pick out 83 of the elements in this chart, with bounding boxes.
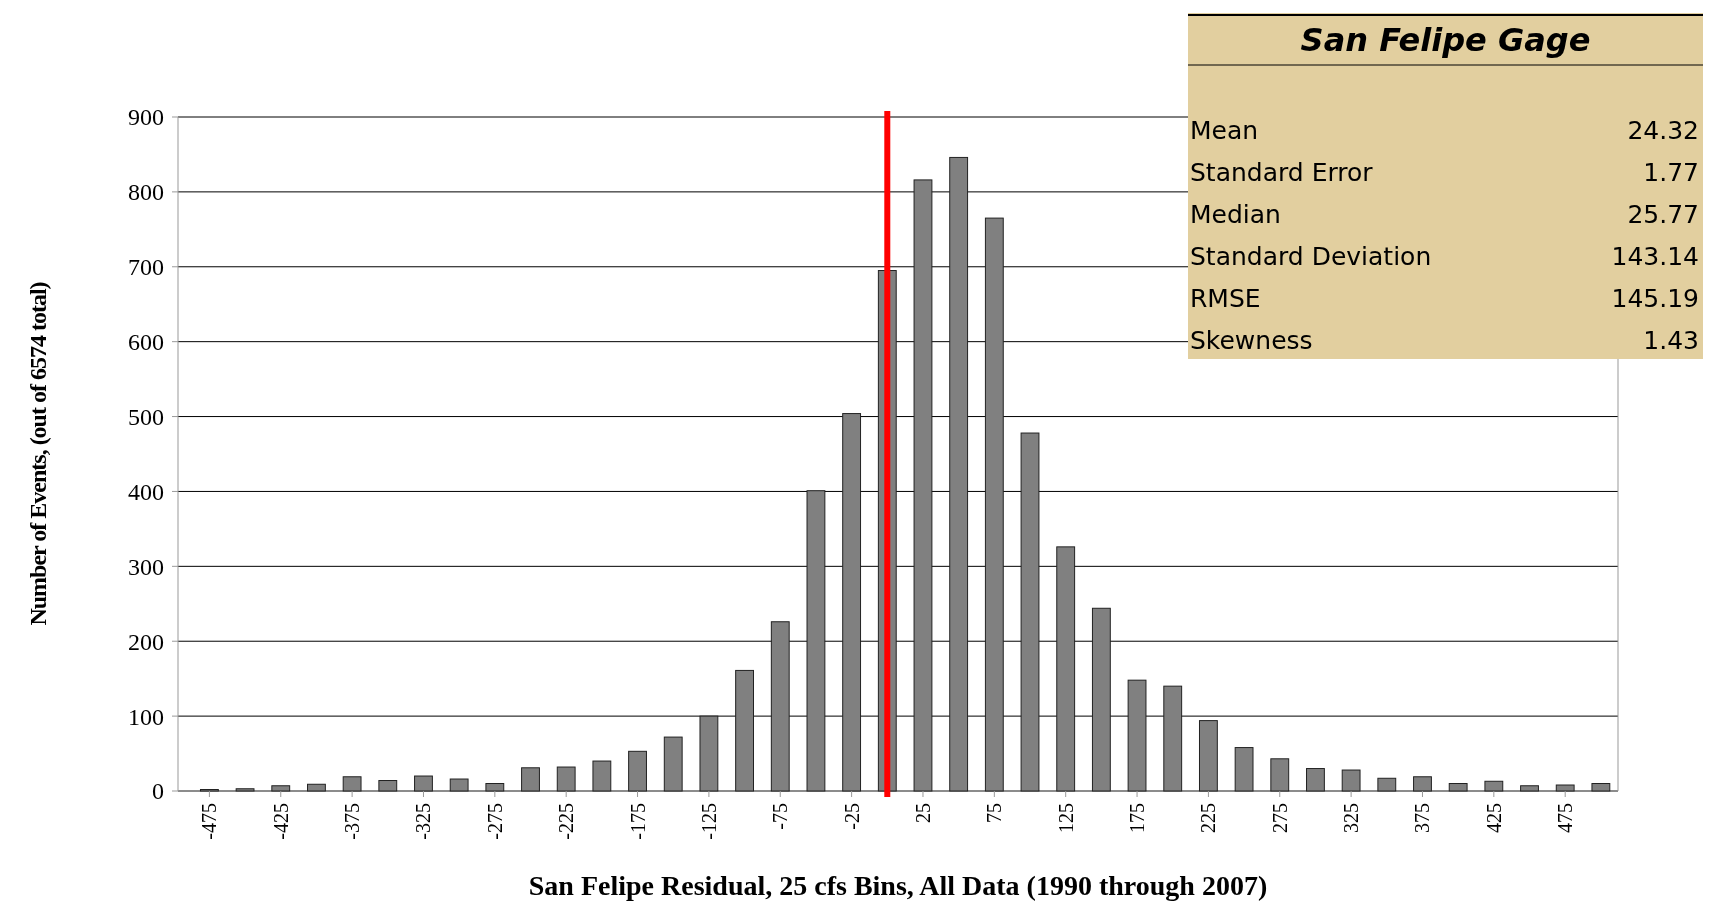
bar [449,778,469,792]
bar [699,715,719,792]
bar [414,775,433,792]
x-tick-label: -175 [626,803,649,840]
x-tick-label: 375 [1411,803,1434,833]
x-tick-label: -375 [341,803,364,840]
bar [735,669,754,792]
x-tick-label: 475 [1554,803,1577,833]
x-tick-label: 425 [1482,803,1505,833]
y-tick-label: 600 [128,329,164,356]
bar [1056,546,1076,792]
x-axis-title: San Felipe Residual, 25 cfs Bins, All Data (1990 through 2007) [528,870,1268,901]
x-tick-label: 75 [983,803,1006,823]
annotation: Standard Deviation [1190,242,1432,271]
text: San Felipe Gage [1300,21,1591,59]
x-tick-label: -75 [769,803,792,830]
y-axis-title: Number of Events, (out of 6574 total) [25,282,51,626]
bar [271,785,291,792]
bar [521,767,540,792]
bar [1520,785,1539,792]
bar [663,736,683,792]
bar [1306,768,1325,792]
x-tick-label: 275 [1268,803,1291,833]
y-tick-label: 200 [128,628,164,655]
bar [235,788,255,792]
y-tick-label: 800 [128,179,164,206]
bar [770,621,790,792]
bar [1091,607,1111,792]
bar [1163,685,1183,792]
bar [1127,679,1147,792]
annotation: 143.14 [1611,242,1699,271]
text: 24.32 [1627,116,1699,145]
annotation: Skewness [1190,326,1313,355]
annotation: 145.19 [1611,284,1699,313]
x-tick-label: -25 [840,803,863,830]
bar [485,783,505,792]
bar [1555,784,1575,792]
y-tick-label: 300 [128,553,164,580]
bar [1377,777,1397,792]
annotation: RMSE [1190,284,1261,313]
y-tick-label: 900 [128,104,164,131]
x-tick-label: -225 [555,803,578,840]
bar [842,413,862,792]
bar [949,156,969,792]
annotation: Standard Error [1190,158,1374,187]
bar [592,760,612,792]
bar [628,750,647,792]
annotation: Mean [1190,116,1259,145]
bar [378,780,398,792]
x-tick-label: -325 [412,803,435,840]
bar [806,490,826,792]
y-tick-label: 400 [128,478,164,505]
y-tick-label: 500 [128,403,164,430]
bar [1413,776,1432,792]
annotation: Median [1190,200,1281,229]
bar [1341,769,1361,792]
bar [1198,720,1218,792]
x-tick-label: 175 [1126,803,1149,833]
x-tick-label: -125 [697,803,720,840]
bar [556,766,576,792]
x-tick-label: 325 [1340,803,1363,833]
bar [1270,758,1290,792]
x-tick-label: 25 [911,803,934,823]
bar [913,179,933,792]
x-tick-label: -475 [198,803,221,840]
y-tick-label: 0 [152,778,164,805]
bar [307,783,326,792]
text: 1.77 [1643,158,1699,187]
bar [342,776,362,792]
x-tick-label: 125 [1054,803,1077,833]
y-tick-label: 700 [128,254,164,281]
bar [1448,783,1468,792]
bar [1591,783,1611,792]
x-tick-label: -425 [269,803,292,840]
x-tick-label: 225 [1197,803,1220,833]
y-tick-label: 100 [128,703,164,730]
text: 25.77 [1627,200,1699,229]
bar [1234,747,1254,792]
text: 1.43 [1643,326,1699,355]
bar [984,217,1004,792]
bar [1484,780,1504,792]
x-tick-label: -275 [483,803,506,840]
bar [1020,432,1040,792]
